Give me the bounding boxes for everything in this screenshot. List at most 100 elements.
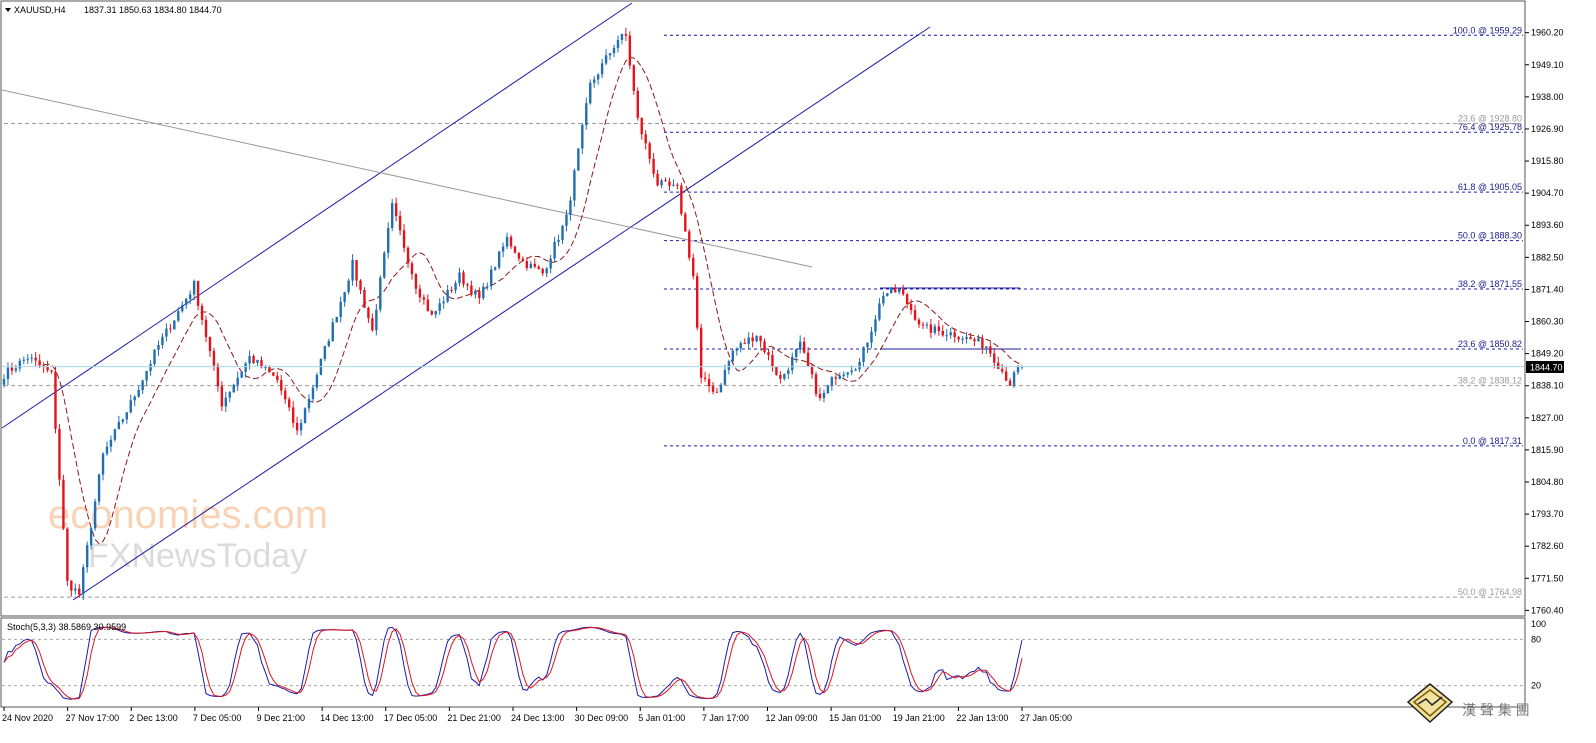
candle-body[interactable] (188, 294, 192, 300)
candle-body[interactable] (173, 320, 176, 330)
candle-body[interactable] (323, 346, 327, 359)
candle-body[interactable] (739, 343, 742, 349)
candle-body[interactable] (751, 337, 754, 342)
candle-body[interactable] (280, 380, 283, 391)
candle-body[interactable] (715, 391, 719, 393)
candle-body[interactable] (359, 280, 362, 290)
candle-body[interactable] (743, 343, 746, 345)
candle-body[interactable] (394, 203, 398, 216)
candle-body[interactable] (450, 289, 453, 291)
candle-body[interactable] (731, 350, 735, 362)
candle-body[interactable] (949, 332, 952, 336)
candle-body[interactable] (913, 310, 917, 320)
candle-body[interactable] (632, 65, 636, 91)
candle-body[interactable] (133, 396, 136, 401)
candle-body[interactable] (644, 134, 647, 144)
candle-body[interactable] (121, 419, 125, 422)
candle-body[interactable] (648, 143, 651, 159)
candle-body[interactable] (153, 349, 156, 364)
candle-body[interactable] (303, 408, 307, 424)
candle-body[interactable] (589, 82, 592, 104)
candle-body[interactable] (66, 528, 69, 581)
candle-body[interactable] (157, 344, 160, 350)
candle-body[interactable] (886, 293, 889, 296)
candle-body[interactable] (501, 246, 505, 252)
candle-body[interactable] (430, 311, 433, 315)
candle-body[interactable] (30, 357, 33, 359)
candle-body[interactable] (335, 317, 338, 323)
candle-body[interactable] (798, 341, 802, 350)
candle-body[interactable] (608, 53, 612, 56)
candle-body[interactable] (596, 74, 600, 80)
candle-body[interactable] (272, 372, 275, 376)
candle-body[interactable] (545, 268, 548, 274)
candle-body[interactable] (703, 377, 707, 379)
downtrend-line[interactable] (1, 89, 813, 268)
candle-body[interactable] (957, 337, 960, 340)
candle-body[interactable] (50, 370, 53, 372)
candle-body[interactable] (387, 227, 390, 253)
candle-body[interactable] (882, 295, 885, 304)
candle-body[interactable] (141, 380, 144, 391)
candle-body[interactable] (771, 355, 774, 367)
candle-body[interactable] (113, 429, 117, 440)
candle-body[interactable] (161, 336, 164, 345)
candle-body[interactable] (6, 367, 10, 380)
candle-body[interactable] (759, 335, 762, 342)
candle-body[interactable] (117, 421, 121, 430)
candle-body[interactable] (787, 370, 790, 374)
candle-body[interactable] (755, 335, 758, 342)
candle-body[interactable] (196, 281, 200, 306)
candle-body[interactable] (252, 356, 255, 363)
candle-body[interactable] (149, 363, 152, 371)
candle-body[interactable] (521, 258, 525, 262)
candle-body[interactable] (937, 326, 941, 331)
candlesticks[interactable] (2, 27, 1024, 601)
candle-body[interactable] (680, 185, 683, 214)
candle-body[interactable] (181, 304, 184, 312)
candle-body[interactable] (462, 272, 465, 285)
candle-body[interactable] (866, 342, 869, 348)
candle-body[interactable] (236, 377, 239, 385)
candle-body[interactable] (1012, 372, 1016, 386)
candle-body[interactable] (981, 338, 984, 349)
candle-body[interactable] (398, 215, 402, 231)
candle-body[interactable] (331, 322, 334, 342)
candle-body[interactable] (585, 103, 588, 126)
candle-body[interactable] (898, 288, 901, 293)
candle-body[interactable] (145, 370, 148, 381)
candle-body[interactable] (541, 268, 544, 274)
candle-body[interactable] (418, 288, 422, 298)
candle-body[interactable] (125, 412, 128, 420)
candle-body[interactable] (529, 263, 533, 269)
candle-body[interactable] (343, 292, 346, 302)
candle-body[interactable] (692, 257, 695, 277)
candle-body[interactable] (390, 203, 394, 228)
candle-body[interactable] (573, 170, 576, 201)
channel-lower-line[interactable] (72, 26, 931, 601)
candle-body[interactable] (482, 286, 485, 298)
candle-body[interactable] (735, 348, 739, 351)
candle-body[interactable] (600, 63, 604, 75)
candle-body[interactable] (779, 374, 782, 379)
candle-body[interactable] (228, 392, 231, 398)
candle-body[interactable] (490, 269, 493, 287)
candle-body[interactable] (371, 318, 374, 331)
candle-body[interactable] (513, 246, 517, 253)
candle-body[interactable] (557, 240, 560, 242)
candle-body[interactable] (660, 180, 663, 186)
candle-body[interactable] (18, 360, 22, 369)
candle-body[interactable] (676, 184, 679, 186)
candle-body[interactable] (10, 367, 14, 371)
candle-body[interactable] (129, 400, 132, 413)
candle-body[interactable] (208, 337, 212, 352)
candle-body[interactable] (858, 361, 861, 370)
candle-body[interactable] (822, 393, 826, 399)
candle-body[interactable] (870, 331, 873, 343)
candle-body[interactable] (921, 324, 925, 326)
candle-body[interactable] (137, 390, 140, 397)
candle-body[interactable] (78, 588, 81, 595)
price-axis[interactable]: 1960.20 1949.10 1938.00 1926.90 1915.80 1904.… (1525, 28, 1564, 616)
candle-body[interactable] (842, 374, 845, 376)
candle-body[interactable] (497, 251, 501, 268)
